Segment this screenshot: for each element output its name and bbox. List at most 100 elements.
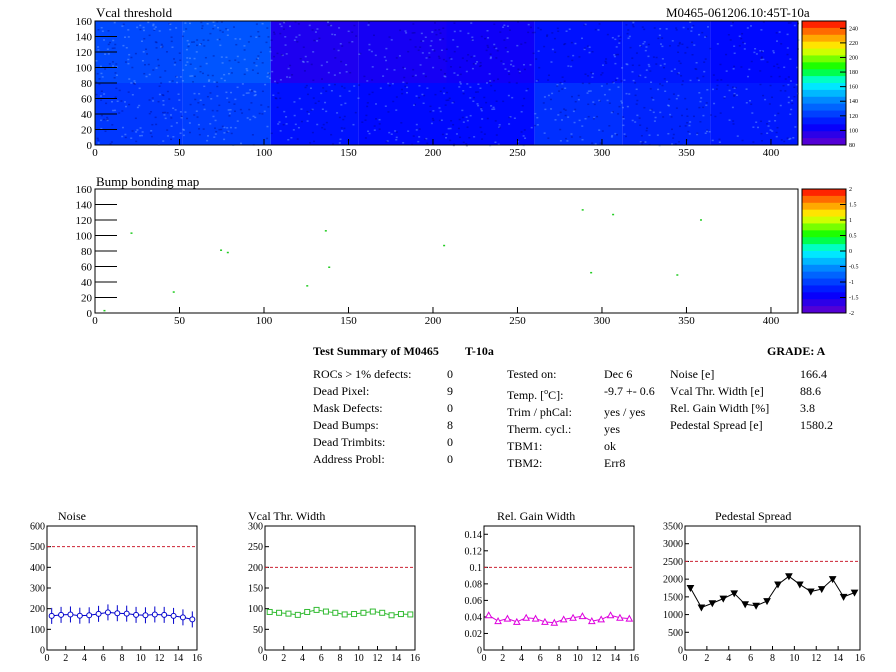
heatmap-pixel: [118, 89, 121, 92]
heatmap-pixel: [461, 109, 464, 112]
heatmap-pixel: [111, 47, 114, 50]
heatmap-pixel: [639, 141, 642, 143]
heatmap-pixel: [142, 51, 145, 53]
heatmap-pixel: [402, 142, 405, 144]
heatmap-pixel: [471, 67, 474, 70]
heatmap-pixel: [136, 106, 139, 109]
heatmap-pixel: [209, 123, 212, 125]
heatmap-pixel: [469, 86, 472, 88]
heatmap-pixel: [787, 22, 790, 24]
heatmap-pixel: [719, 63, 722, 66]
heatmap-pixel: [112, 39, 115, 42]
heatmap-pixel: [453, 72, 456, 74]
heatmap-pixel: [665, 28, 668, 30]
mini-2-point: [397, 611, 404, 618]
heatmap-pixel: [536, 116, 539, 119]
mini-2-point: [388, 612, 395, 619]
heatmap-pixel: [281, 54, 284, 57]
heatmap-pixel: [328, 84, 331, 86]
heatmap-pixel: [136, 26, 139, 29]
heatmap-pixel: [533, 31, 536, 34]
mini-3-point: [578, 612, 587, 620]
heatmap-pixel: [342, 118, 345, 121]
heatmap-pixel: [347, 30, 350, 33]
heatmap-pixel: [196, 44, 199, 47]
heatmap-pixel: [209, 92, 212, 94]
heatmap-pixel: [474, 62, 477, 65]
heatmap-pixel: [221, 62, 224, 64]
heatmap-pixel: [239, 108, 242, 111]
heatmap-pixel: [694, 68, 697, 70]
mini-2-point: [379, 609, 386, 616]
heatmap-pixel: [523, 68, 526, 71]
heatmap-pixel: [493, 46, 496, 49]
heatmap-pixel: [490, 84, 493, 87]
heatmap-pixel: [283, 21, 286, 24]
heatmap-pixel: [116, 100, 119, 103]
heatmap-pixel: [414, 74, 417, 77]
heatmap-pixel: [97, 46, 100, 48]
heatmap-pixel: [547, 79, 550, 81]
heatmap-colorbar-cell: [802, 34, 846, 43]
mini-1-point: [161, 611, 168, 618]
heatmap-pixel: [591, 50, 594, 53]
heatmap-pixel: [697, 79, 700, 82]
mini-1-x-tick-label: 2: [63, 653, 68, 664]
heatmap-pixel: [623, 133, 626, 135]
heatmap-pixel: [241, 112, 244, 114]
mini-3-x-tick-label: 4: [519, 653, 524, 664]
heatmap-pixel: [378, 123, 381, 125]
heatmap-pixel: [619, 36, 622, 38]
defect-row: Mask Defects: 0: [313, 401, 453, 415]
heatmap-pixel: [632, 21, 635, 24]
heatmap-pixel: [652, 56, 655, 58]
heatmap-pixel: [402, 81, 405, 84]
mini-4-title: Pedestal Spread: [715, 509, 791, 523]
heatmap-pixel: [304, 86, 307, 89]
heatmap-pixel: [270, 59, 273, 62]
heatmap-pixel: [413, 32, 416, 34]
heatmap-pixel: [645, 129, 648, 132]
heatmap-pixel: [644, 49, 647, 52]
heatmap-pixel: [395, 109, 398, 111]
heatmap-pixel: [267, 106, 270, 108]
heatmap-pixel: [435, 33, 438, 36]
heatmap-pixel: [182, 128, 185, 131]
heatmap-pixel: [481, 138, 484, 140]
heatmap-pixel: [618, 42, 621, 44]
heatmap-pixel: [269, 46, 272, 49]
heatmap-pixel: [571, 59, 574, 62]
heatmap-pixel: [329, 24, 332, 26]
heatmap-pixel: [473, 96, 476, 99]
heatmap-pixel: [445, 133, 448, 135]
heatmap-pixel: [776, 40, 779, 42]
mini-2-x-tick-label: 6: [319, 653, 324, 664]
heatmap-pixel: [195, 51, 198, 53]
heatmap-pixel: [428, 56, 431, 58]
heatmap-pixel: [106, 118, 109, 120]
heatmap-pixel: [223, 79, 226, 82]
heatmap-pixel: [520, 131, 523, 133]
bump-colorbar-cell: [802, 299, 846, 307]
heatmap-pixel: [375, 118, 378, 120]
heatmap-pixel: [679, 125, 682, 128]
heatmap-pixel: [652, 111, 655, 114]
heatmap-pixel: [678, 41, 681, 44]
heatmap-pixel: [155, 123, 158, 126]
heatmap-pixel: [296, 138, 299, 140]
heatmap-pixel: [751, 112, 754, 114]
mini-4-y-tick-label: 2000: [663, 575, 683, 586]
heatmap-colorbar-label: 240: [849, 26, 858, 32]
heatmap-pixel: [361, 121, 364, 123]
performance-row: Vcal Thr. Width [e] 88.6: [670, 384, 821, 398]
heatmap-pixel: [122, 23, 125, 26]
heatmap-pixel: [486, 44, 489, 47]
mini-2-point: [304, 608, 311, 615]
heatmap-pixel: [452, 39, 455, 41]
heatmap-pixel: [776, 63, 779, 66]
heatmap-pixel: [622, 124, 625, 127]
heatmap-block: [358, 83, 447, 145]
heatmap-pixel: [749, 25, 752, 27]
heatmap-pixel: [688, 133, 691, 135]
heatmap-pixel: [533, 124, 536, 127]
